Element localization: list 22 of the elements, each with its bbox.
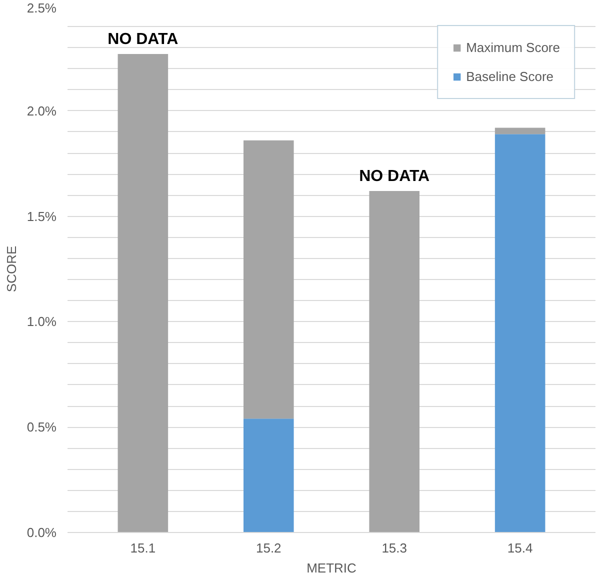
x-tick-label: 15.3 — [382, 540, 408, 556]
bar — [244, 140, 294, 419]
legend-label: Baseline Score — [466, 69, 554, 84]
y-tick-label: 0.0% — [26, 525, 57, 540]
bar — [244, 418, 294, 532]
legend-label: Maximum Score — [466, 40, 560, 55]
x-tick-label: 15.4 — [507, 540, 533, 556]
y-tick-label: 0.5% — [26, 420, 57, 435]
annotation: NO DATA — [359, 168, 430, 186]
bar — [369, 191, 420, 532]
y-axis-title: SCORE — [4, 246, 19, 292]
bar — [494, 134, 546, 532]
bar — [118, 54, 168, 532]
y-tick-label: 2.5% — [26, 0, 57, 16]
x-tick-label: 15.2 — [256, 540, 282, 556]
y-tick-label: 2.0% — [26, 103, 57, 118]
bar — [494, 128, 546, 134]
x-tick-label: 15.1 — [130, 540, 156, 556]
y-tick-label: 1.0% — [26, 314, 57, 330]
x-axis-title: METRIC — [306, 560, 356, 576]
y-tick-label: 1.5% — [26, 208, 57, 224]
annotation: NO DATA — [108, 30, 179, 48]
